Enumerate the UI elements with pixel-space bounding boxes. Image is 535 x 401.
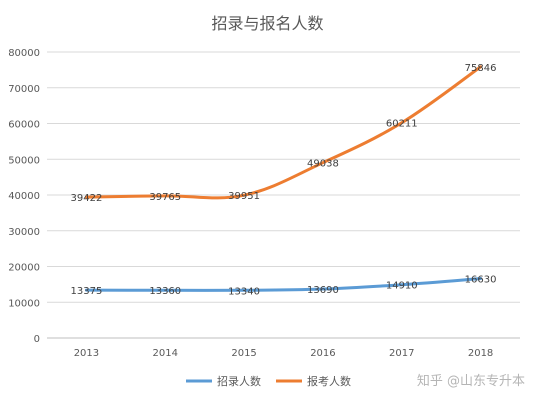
- series-lines: [84, 65, 483, 292]
- x-tick-label: 2014: [153, 348, 178, 359]
- x-axis: 2013 2014 2015 2016 2017 2018: [74, 348, 494, 359]
- watermark: 知乎 @山东专升本: [416, 374, 525, 389]
- grid-lines: [47, 51, 520, 339]
- x-tick-label: 2016: [310, 348, 335, 359]
- data-label: 16630: [465, 275, 497, 286]
- data-label: 60211: [386, 119, 418, 130]
- x-tick-label: 2013: [74, 348, 99, 359]
- data-label: 13360: [149, 286, 181, 297]
- legend-label: 招录人数: [217, 374, 261, 388]
- y-tick-label: 0: [34, 334, 40, 345]
- y-axis: 0 10000 20000 30000 40000 50000 60000 70000 8000…: [8, 48, 40, 345]
- y-tick-label: 70000: [8, 84, 40, 95]
- data-label: 39765: [149, 192, 181, 203]
- data-label: 75846: [465, 63, 497, 74]
- data-label: 14910: [386, 281, 418, 292]
- series-line-0: [84, 277, 483, 292]
- x-tick-label: 2018: [468, 348, 493, 359]
- series-line-1: [84, 65, 483, 200]
- data-label: 39422: [71, 193, 103, 204]
- y-tick-label: 20000: [8, 263, 40, 274]
- y-tick-label: 40000: [8, 191, 40, 202]
- data-label: 13340: [228, 286, 260, 297]
- x-tick-label: 2017: [389, 348, 414, 359]
- y-tick-label: 30000: [8, 227, 40, 238]
- legend-label: 报考人数: [307, 374, 351, 388]
- chart-title: 招录与报名人数: [211, 14, 324, 33]
- y-tick-label: 10000: [8, 298, 40, 309]
- data-label: 13690: [307, 285, 339, 296]
- data-label: 13375: [71, 286, 103, 297]
- data-labels: 13375 13360 13340 13690 14910 16630 39422 39765…: [71, 63, 497, 297]
- legend: 招录人数 报考人数: [186, 374, 351, 388]
- y-tick-label: 80000: [8, 48, 40, 59]
- data-label: 39951: [228, 191, 260, 202]
- y-tick-label: 60000: [8, 120, 40, 131]
- data-label: 49038: [307, 159, 339, 170]
- y-tick-label: 50000: [8, 155, 40, 166]
- x-tick-label: 2015: [231, 348, 256, 359]
